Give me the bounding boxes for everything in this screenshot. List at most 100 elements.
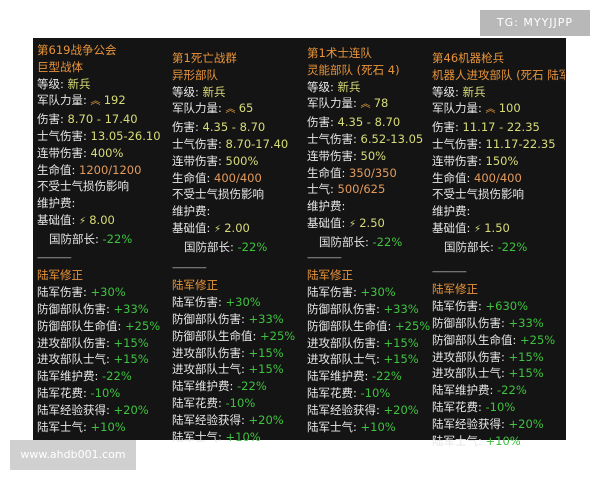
modifier-row: 防御部队生命值: +25% [172, 328, 305, 345]
stat-label: 连带伤害: [37, 145, 91, 160]
modifier-value: +10% [90, 420, 126, 435]
modifier-row: 陆军士气: +10% [307, 419, 430, 436]
modifier-value: +20% [248, 413, 284, 428]
modifier-label: 防御部队伤害: [307, 301, 384, 316]
modifier-row: 陆军维护费: -22% [172, 378, 305, 395]
modifier-label: 陆军经验获得: [37, 403, 114, 418]
stat-value: 150% [485, 153, 519, 168]
stat-label: 不受士气损伤影响 [37, 179, 129, 194]
stat-value: 2.50 [359, 215, 385, 230]
stat-row: 基础值: ⚡ 8.00 [37, 212, 170, 231]
modifier-row: 陆军花费: -10% [432, 399, 565, 416]
unit-type: 巨型战体 [37, 59, 83, 74]
stat-row: 生命值: 1200/1200 [37, 162, 170, 179]
modifiers-section: --------------- 陆军修正 陆军伤害: +30% 防御部队伤害: +33… [37, 248, 170, 436]
stat-label: 生命值: [172, 170, 215, 185]
modifier-label: 陆军经验获得: [307, 403, 384, 418]
unit-type: 异形部队 [172, 67, 218, 82]
stat-label: 维护费: [307, 199, 346, 214]
modifier-row: 防御部队伤害: +33% [432, 315, 565, 332]
stat-value: 1.50 [484, 220, 510, 235]
stat-label: 基础值: [172, 220, 215, 235]
unit-card: 第619战争公会 巨型战体 等级: 新兵 军队力量: ︽ 192 伤害: 8.70 - … [37, 42, 170, 248]
stat-label: 不受士气损伤影响 [172, 187, 264, 202]
chevron-rank-icon: ︽ [90, 96, 104, 108]
modifier-value: +15% [508, 349, 544, 364]
stat-row: 不受士气损伤影响 [37, 178, 170, 195]
stat-row: 士气伤害: 13.05-26.10 [37, 128, 170, 145]
modifier-row: 防御部队伤害: +33% [307, 301, 430, 318]
modifier-value: -22% [102, 369, 132, 384]
modifier-label: 陆军伤害: [307, 284, 361, 299]
stat-label: 军队力量: [307, 96, 361, 111]
modifier-label: 进攻部队士气: [172, 362, 249, 377]
stat-label: 维护费: [432, 204, 471, 219]
modifier-row: 陆军经验获得: +20% [37, 402, 170, 419]
stat-row: 等级: 新兵 [307, 79, 430, 96]
stat-value: -22% [102, 231, 133, 246]
stat-row: 士气伤害: 6.52-13.05 [307, 131, 430, 148]
modifier-label: 陆军维护费: [432, 383, 498, 398]
stat-value: 新兵 [337, 79, 361, 94]
stat-value: 500/625 [337, 182, 386, 197]
unit-title: 第619战争公会 [37, 43, 117, 57]
stat-row: 国防部长: -22% [307, 234, 430, 251]
chevron-rank-icon: ︽ [485, 104, 499, 116]
stat-value: 2.00 [224, 220, 250, 235]
stat-row: 士气伤害: 11.17-22.35 [432, 136, 565, 153]
modifier-value: +33% [383, 301, 419, 316]
divider: --------------- [172, 263, 207, 273]
stat-label: 生命值: [37, 162, 80, 177]
modifier-value: +15% [113, 335, 149, 350]
modifier-value: +630% [485, 298, 529, 313]
stat-row: 伤害: 4.35 - 8.70 [172, 119, 305, 136]
stat-value: 11.17 - 22.35 [462, 120, 540, 135]
modifier-value: +10% [225, 430, 261, 445]
modifier-label: 进攻部队伤害: [432, 349, 509, 364]
modifiers-title: 陆军修正 [307, 267, 353, 282]
modifier-label: 陆军伤害: [432, 298, 486, 313]
stat-row: 不受士气损伤影响 [432, 186, 565, 203]
modifier-label: 陆军士气: [307, 420, 361, 435]
modifier-label: 陆军士气: [432, 434, 486, 449]
modifier-label: 陆军花费: [432, 400, 486, 415]
stat-value: -22% [237, 239, 268, 254]
stat-label: 等级: [37, 76, 68, 91]
stat-row: 士气伤害: 8.70-17.40 [172, 136, 305, 153]
stat-label: 士气伤害: [432, 136, 486, 151]
modifier-value: -10% [360, 386, 391, 401]
stat-label: 等级: [432, 84, 463, 99]
stat-value: 78 [373, 96, 389, 111]
modifier-row: 进攻部队伤害: +15% [172, 345, 305, 362]
modifier-row: 进攻部队士气: +15% [307, 351, 430, 368]
modifier-label: 陆军伤害: [172, 294, 226, 309]
divider: --------------- [432, 267, 467, 277]
modifier-value: +20% [508, 417, 544, 432]
stat-value: 4.35 - 8.70 [337, 115, 401, 130]
stat-label: 连带伤害: [172, 153, 226, 168]
modifier-row: 陆军花费: -10% [37, 385, 170, 402]
energy-coin-icon: ⚡ [79, 215, 90, 227]
unit-title: 第46机器枪兵 [432, 51, 505, 65]
modifier-value: +33% [248, 311, 284, 326]
modifier-label: 进攻部队伤害: [307, 335, 384, 350]
stat-value: 8.70 - 17.40 [67, 112, 138, 127]
stat-row: 伤害: 8.70 - 17.40 [37, 111, 170, 128]
stat-label: 军队力量: [37, 93, 91, 108]
stat-value: 新兵 [67, 76, 91, 91]
stat-row: 军队力量: ︽ 65 [172, 100, 305, 119]
stat-row: 生命值: 350/350 [307, 165, 430, 182]
modifier-row: 防御部队伤害: +33% [37, 301, 170, 318]
modifier-row: 陆军伤害: +30% [37, 284, 170, 301]
modifier-label: 陆军花费: [172, 396, 226, 411]
stat-row: 连带伤害: 50% [307, 148, 430, 165]
modifiers-section: --------------- 陆军修正 陆军伤害: +30% 防御部队伤害: +33… [172, 258, 305, 446]
modifier-value: -10% [225, 396, 256, 411]
modifier-value: -10% [485, 400, 516, 415]
modifier-row: 进攻部队士气: +15% [37, 351, 170, 368]
stat-label: 不受士气损伤影响 [432, 187, 524, 202]
stat-value: 65 [238, 101, 254, 116]
modifier-label: 防御部队生命值: [172, 328, 261, 343]
stat-label: 连带伤害: [432, 153, 486, 168]
stat-value: -22% [497, 239, 528, 254]
